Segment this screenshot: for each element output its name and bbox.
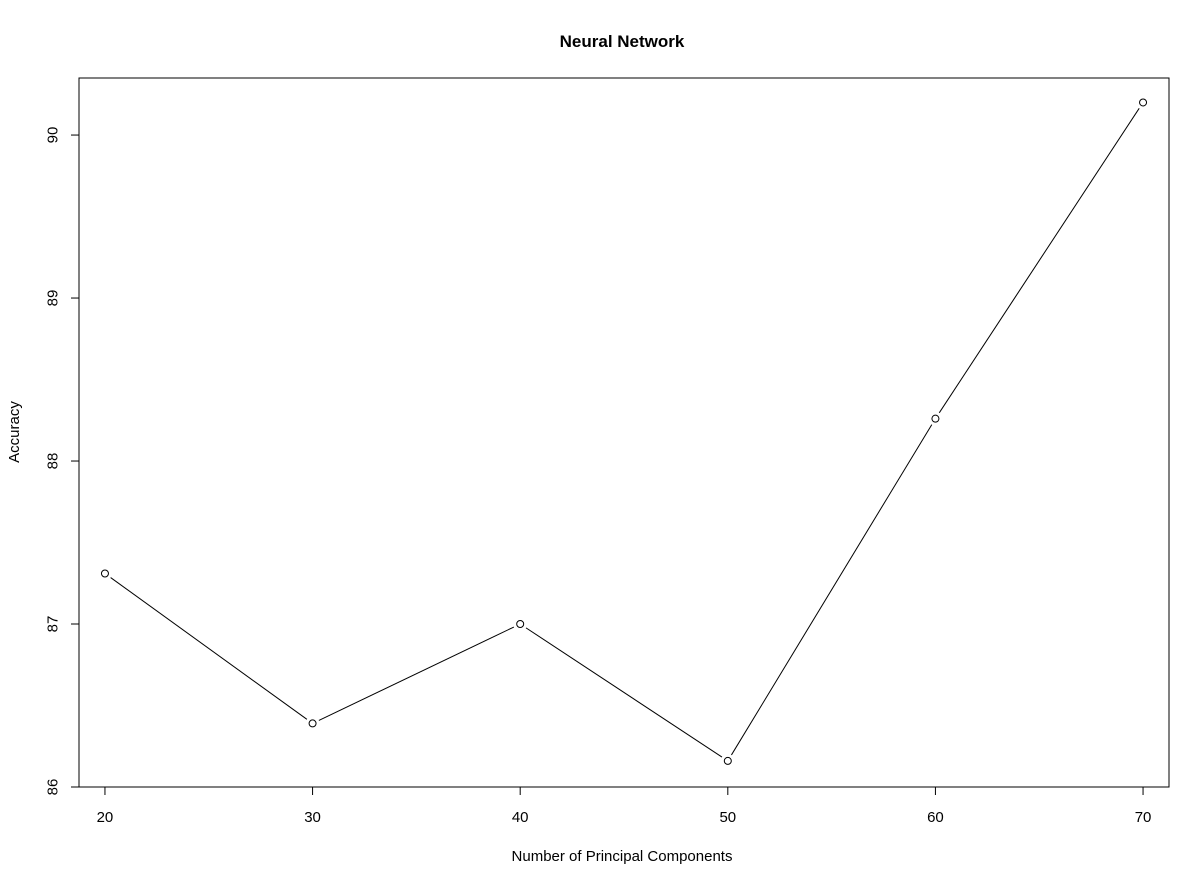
y-axis: 86 87 88 89 90 <box>45 127 80 796</box>
x-axis-label: Number of Principal Components <box>512 848 733 865</box>
series-line-segment <box>318 626 515 721</box>
y-tick-label: 88 <box>45 453 62 470</box>
x-tick-label: 70 <box>1135 809 1152 826</box>
chart-title: Neural Network <box>560 32 685 51</box>
x-tick-label: 20 <box>97 809 114 826</box>
series-group <box>100 98 1148 765</box>
data-point <box>308 719 317 728</box>
x-tick-label: 40 <box>512 809 529 826</box>
x-tick-label: 50 <box>719 809 736 826</box>
data-point <box>100 569 109 578</box>
series-line-segment <box>938 108 1140 414</box>
y-tick-label: 89 <box>45 290 62 307</box>
y-tick-label: 90 <box>45 127 62 144</box>
data-point <box>1139 98 1148 107</box>
y-axis-label: Accuracy <box>6 401 23 463</box>
data-point <box>723 756 732 765</box>
series-line-segment <box>731 424 933 756</box>
x-axis: 20 30 40 50 60 70 <box>97 786 1152 826</box>
x-tick-label: 30 <box>304 809 321 826</box>
data-point <box>931 414 940 423</box>
y-tick-label: 86 <box>45 779 62 796</box>
data-point <box>516 620 525 629</box>
x-tick-label: 60 <box>927 809 944 826</box>
series-line-segment <box>525 627 723 758</box>
y-tick-label: 87 <box>45 616 62 633</box>
plot-frame <box>78 77 1170 788</box>
series-line-segment <box>110 577 308 720</box>
